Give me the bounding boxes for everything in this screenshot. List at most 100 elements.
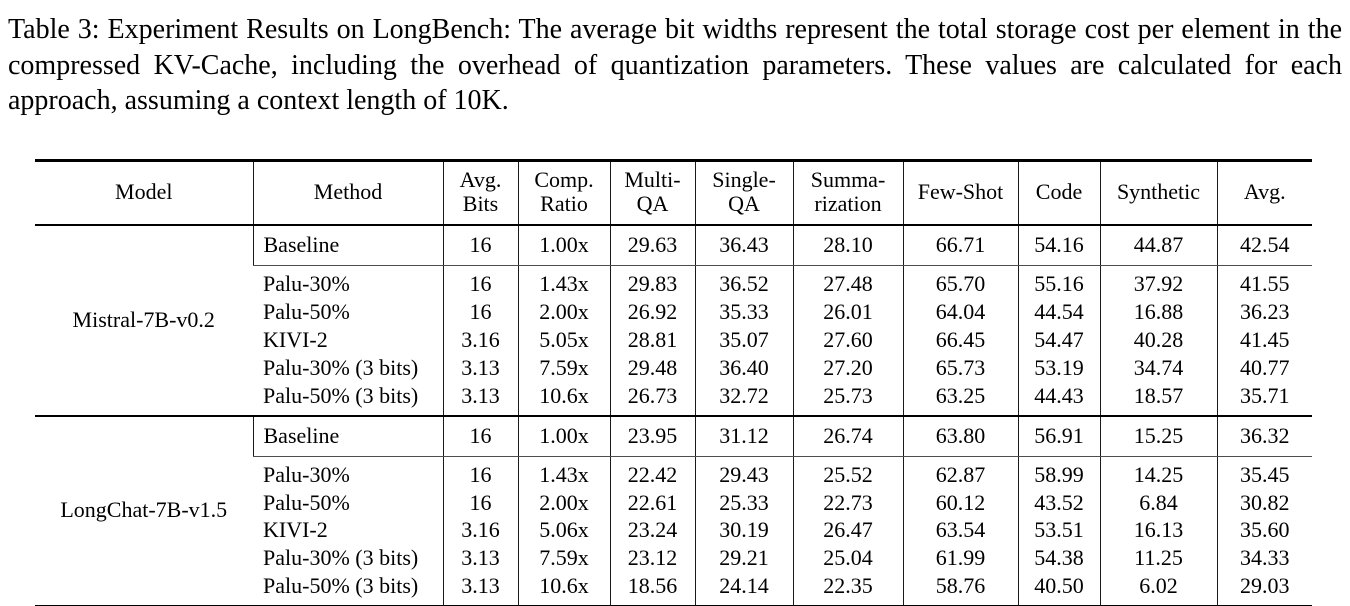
table-row: Palu-30% 16 1.43x 22.42 29.43 25.52 62.87 58.99… (35, 456, 1312, 489)
value-cell: 26.01 (792, 297, 903, 326)
table-row: Palu-50% 16 2.00x 26.92 35.33 26.01 64.04 44.54… (35, 297, 1312, 326)
value-cell: 43.52 (1017, 488, 1100, 517)
value-cell: 3.13 (442, 353, 518, 382)
value-cell: 26.73 (609, 381, 695, 416)
value-cell: 60.12 (902, 488, 1018, 517)
method-cell: Palu-50% (263, 298, 350, 324)
value-cell: 10.6x (517, 381, 610, 416)
value-cell: 54.16 (1017, 224, 1100, 266)
method-cell: KIVI-2 (263, 517, 328, 543)
value-cell: 3.13 (442, 544, 518, 573)
value-cell: 14.25 (1099, 456, 1217, 489)
value-cell: 30.19 (694, 516, 793, 545)
value-cell: 66.71 (902, 224, 1018, 266)
value-cell: 65.73 (902, 353, 1018, 382)
value-cell: 25.04 (792, 544, 903, 573)
value-cell: 29.43 (694, 456, 793, 489)
table-row: Palu-30% (3 bits) 3.13 7.59x 29.48 36.40 27.2… (35, 353, 1312, 382)
column-header-few-shot: Few-Shot (902, 160, 1018, 225)
value-cell: 6.84 (1099, 488, 1217, 517)
value-cell: 7.59x (517, 544, 610, 573)
column-header-code: Code (1017, 160, 1100, 225)
value-cell: 25.73 (792, 381, 903, 416)
value-cell: 1.00x (517, 224, 610, 266)
value-cell: 27.48 (792, 265, 903, 298)
value-cell: 16 (442, 297, 518, 326)
value-cell: 16 (442, 456, 518, 489)
method-cell: Palu-30% (263, 461, 350, 487)
value-cell: 36.52 (694, 265, 793, 298)
value-cell: 40.77 (1216, 353, 1312, 382)
method-cell: Palu-30% (263, 270, 350, 296)
value-cell: 26.47 (792, 516, 903, 545)
value-cell: 3.16 (442, 516, 518, 545)
value-cell: 35.33 (694, 297, 793, 326)
value-cell: 22.35 (792, 572, 903, 606)
value-cell: 36.43 (694, 224, 793, 266)
value-cell: 16.13 (1099, 516, 1217, 545)
value-cell: 29.63 (609, 224, 695, 266)
table-header: Model Method Avg. Bits Comp. Ratio Multi… (35, 160, 1312, 225)
value-cell: 35.45 (1216, 456, 1312, 489)
value-cell: 16 (442, 224, 518, 266)
model-section: Mistral-7B-v0.2 Baseline 16 1.00x 29.63 36.43… (35, 224, 1312, 416)
value-cell: 65.70 (902, 265, 1018, 298)
method-cell: Palu-50% (3 bits) (263, 382, 419, 408)
value-cell: 35.60 (1216, 516, 1312, 545)
column-header-multi-qa: Multi- QA (609, 160, 695, 225)
table-caption: Table 3: Experiment Results on LongBench… (8, 14, 1342, 117)
value-cell: 29.83 (609, 265, 695, 298)
value-cell: 1.00x (517, 415, 610, 457)
value-cell: 54.47 (1017, 325, 1100, 354)
value-cell: 22.42 (609, 456, 695, 489)
value-cell: 36.32 (1216, 415, 1312, 457)
value-cell: 23.24 (609, 516, 695, 545)
value-cell: 35.07 (694, 325, 793, 354)
model-name-cell: LongChat-7B-v1.5 (60, 497, 228, 523)
value-cell: 31.12 (694, 415, 793, 457)
model-name-cell: Mistral-7B-v0.2 (72, 306, 215, 332)
value-cell: 63.54 (902, 516, 1018, 545)
value-cell: 32.72 (694, 381, 793, 416)
value-cell: 18.56 (609, 572, 695, 606)
value-cell: 22.73 (792, 488, 903, 517)
method-cell: Baseline (252, 224, 443, 266)
value-cell: 41.45 (1216, 325, 1312, 354)
value-cell: 35.71 (1216, 381, 1312, 416)
value-cell: 23.12 (609, 544, 695, 573)
value-cell: 56.91 (1017, 415, 1100, 457)
method-cell: Palu-50% (263, 489, 350, 515)
value-cell: 64.04 (902, 297, 1018, 326)
value-cell: 42.54 (1216, 224, 1312, 266)
value-cell: 2.00x (517, 297, 610, 326)
value-cell: 40.28 (1099, 325, 1217, 354)
value-cell: 40.50 (1017, 572, 1100, 606)
column-header-summarization: Summa- rization (792, 160, 903, 225)
value-cell: 2.00x (517, 488, 610, 517)
value-cell: 37.92 (1099, 265, 1217, 298)
value-cell: 27.60 (792, 325, 903, 354)
model-section: LongChat-7B-v1.5 Baseline 16 1.00x 23.95 31.1… (35, 415, 1312, 606)
value-cell: 29.48 (609, 353, 695, 382)
value-cell: 1.43x (517, 265, 610, 298)
value-cell: 25.52 (792, 456, 903, 489)
value-cell: 10.6x (517, 572, 610, 606)
column-header-avg-bits: Avg. Bits (442, 160, 518, 225)
table-row: KIVI-2 3.16 5.05x 28.81 35.07 27.60 66.45 54.47… (35, 325, 1312, 354)
value-cell: 29.03 (1216, 572, 1312, 606)
value-cell: 5.05x (517, 325, 610, 354)
table-row: Palu-50% 16 2.00x 22.61 25.33 22.73 60.12 43.52… (35, 488, 1312, 517)
table-row: Palu-50% (3 bits) 3.13 10.6x 26.73 32.72 25.7… (35, 381, 1312, 416)
value-cell: 16 (442, 415, 518, 457)
value-cell: 16.88 (1099, 297, 1217, 326)
value-cell: 58.99 (1017, 456, 1100, 489)
value-cell: 5.06x (517, 516, 610, 545)
table-row: Palu-30% (3 bits) 3.13 7.59x 23.12 29.21 25.0… (35, 544, 1312, 573)
value-cell: 41.55 (1216, 265, 1312, 298)
value-cell: 28.81 (609, 325, 695, 354)
value-cell: 26.74 (792, 415, 903, 457)
baseline-row: LongChat-7B-v1.5 Baseline 16 1.00x 23.95 31.1… (35, 415, 1312, 522)
value-cell: 44.87 (1099, 224, 1217, 266)
column-header-single-qa: Single- QA (694, 160, 793, 225)
